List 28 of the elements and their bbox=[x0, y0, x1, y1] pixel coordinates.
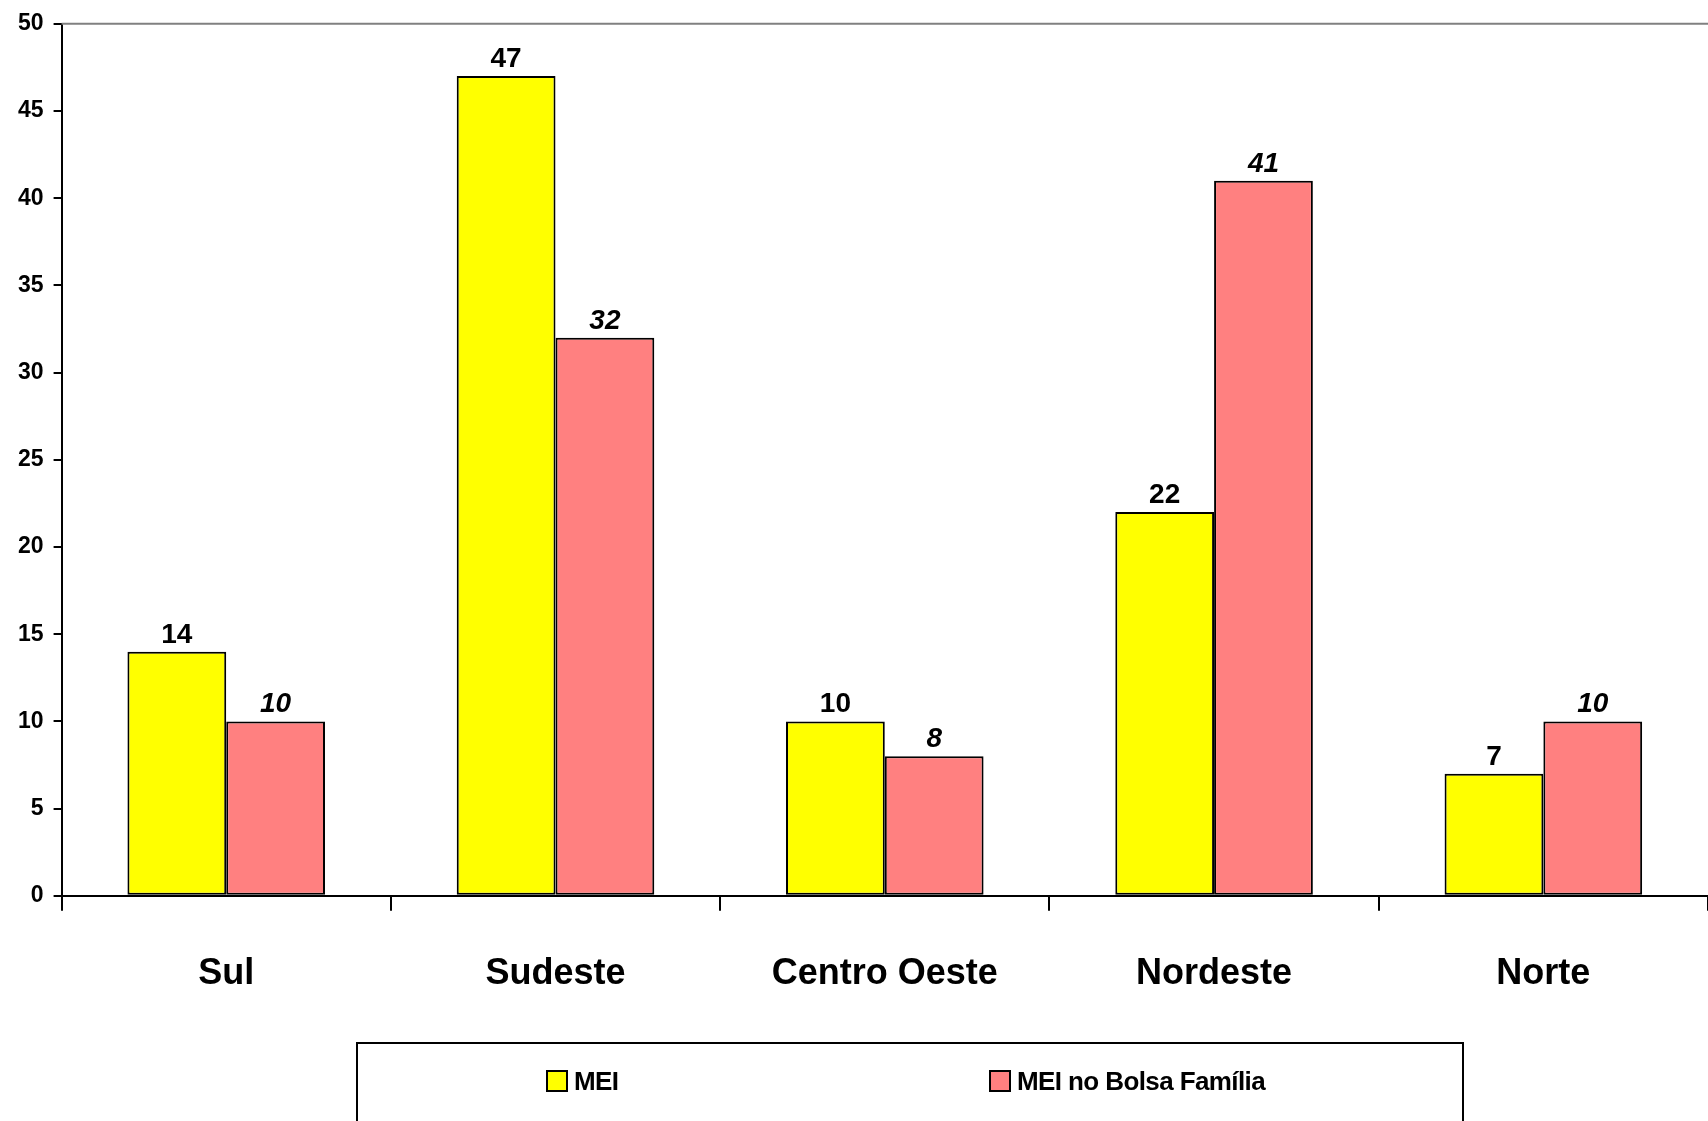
data-label: 14 bbox=[161, 617, 193, 649]
data-label: 22 bbox=[1149, 478, 1181, 510]
y-tick-label: 50 bbox=[17, 9, 44, 36]
x-tick-label: Nordeste bbox=[1136, 951, 1293, 993]
legend-label: MEI no Bolsa Família bbox=[1017, 1065, 1266, 1097]
y-tick-label: 10 bbox=[17, 706, 44, 733]
y-tick-label: 40 bbox=[17, 183, 44, 210]
data-label: 47 bbox=[490, 42, 522, 74]
y-tick-label: 30 bbox=[17, 357, 44, 384]
data-label: 10 bbox=[819, 687, 851, 719]
y-tick-label: 15 bbox=[17, 619, 44, 646]
y-tick-label: 5 bbox=[30, 793, 44, 820]
data-label: 10 bbox=[1577, 687, 1609, 719]
y-tick-label: 25 bbox=[17, 445, 44, 472]
y-tick-label: 45 bbox=[17, 96, 44, 123]
x-tick-label: Norte bbox=[1496, 951, 1591, 993]
data-label: 41 bbox=[1246, 146, 1280, 178]
x-tick-label: Sul bbox=[198, 951, 255, 993]
data-label: 10 bbox=[260, 687, 292, 719]
x-tick-label: Centro Oeste bbox=[771, 951, 998, 993]
data-label: 7 bbox=[1486, 739, 1502, 771]
data-label: 8 bbox=[926, 722, 943, 754]
data-label: 32 bbox=[589, 303, 621, 335]
x-tick-label: Sudeste bbox=[485, 951, 626, 993]
legend-label: MEI bbox=[574, 1065, 619, 1097]
y-tick-label: 0 bbox=[30, 881, 44, 908]
y-tick-label: 20 bbox=[17, 532, 44, 559]
y-tick-label: 35 bbox=[17, 270, 44, 297]
